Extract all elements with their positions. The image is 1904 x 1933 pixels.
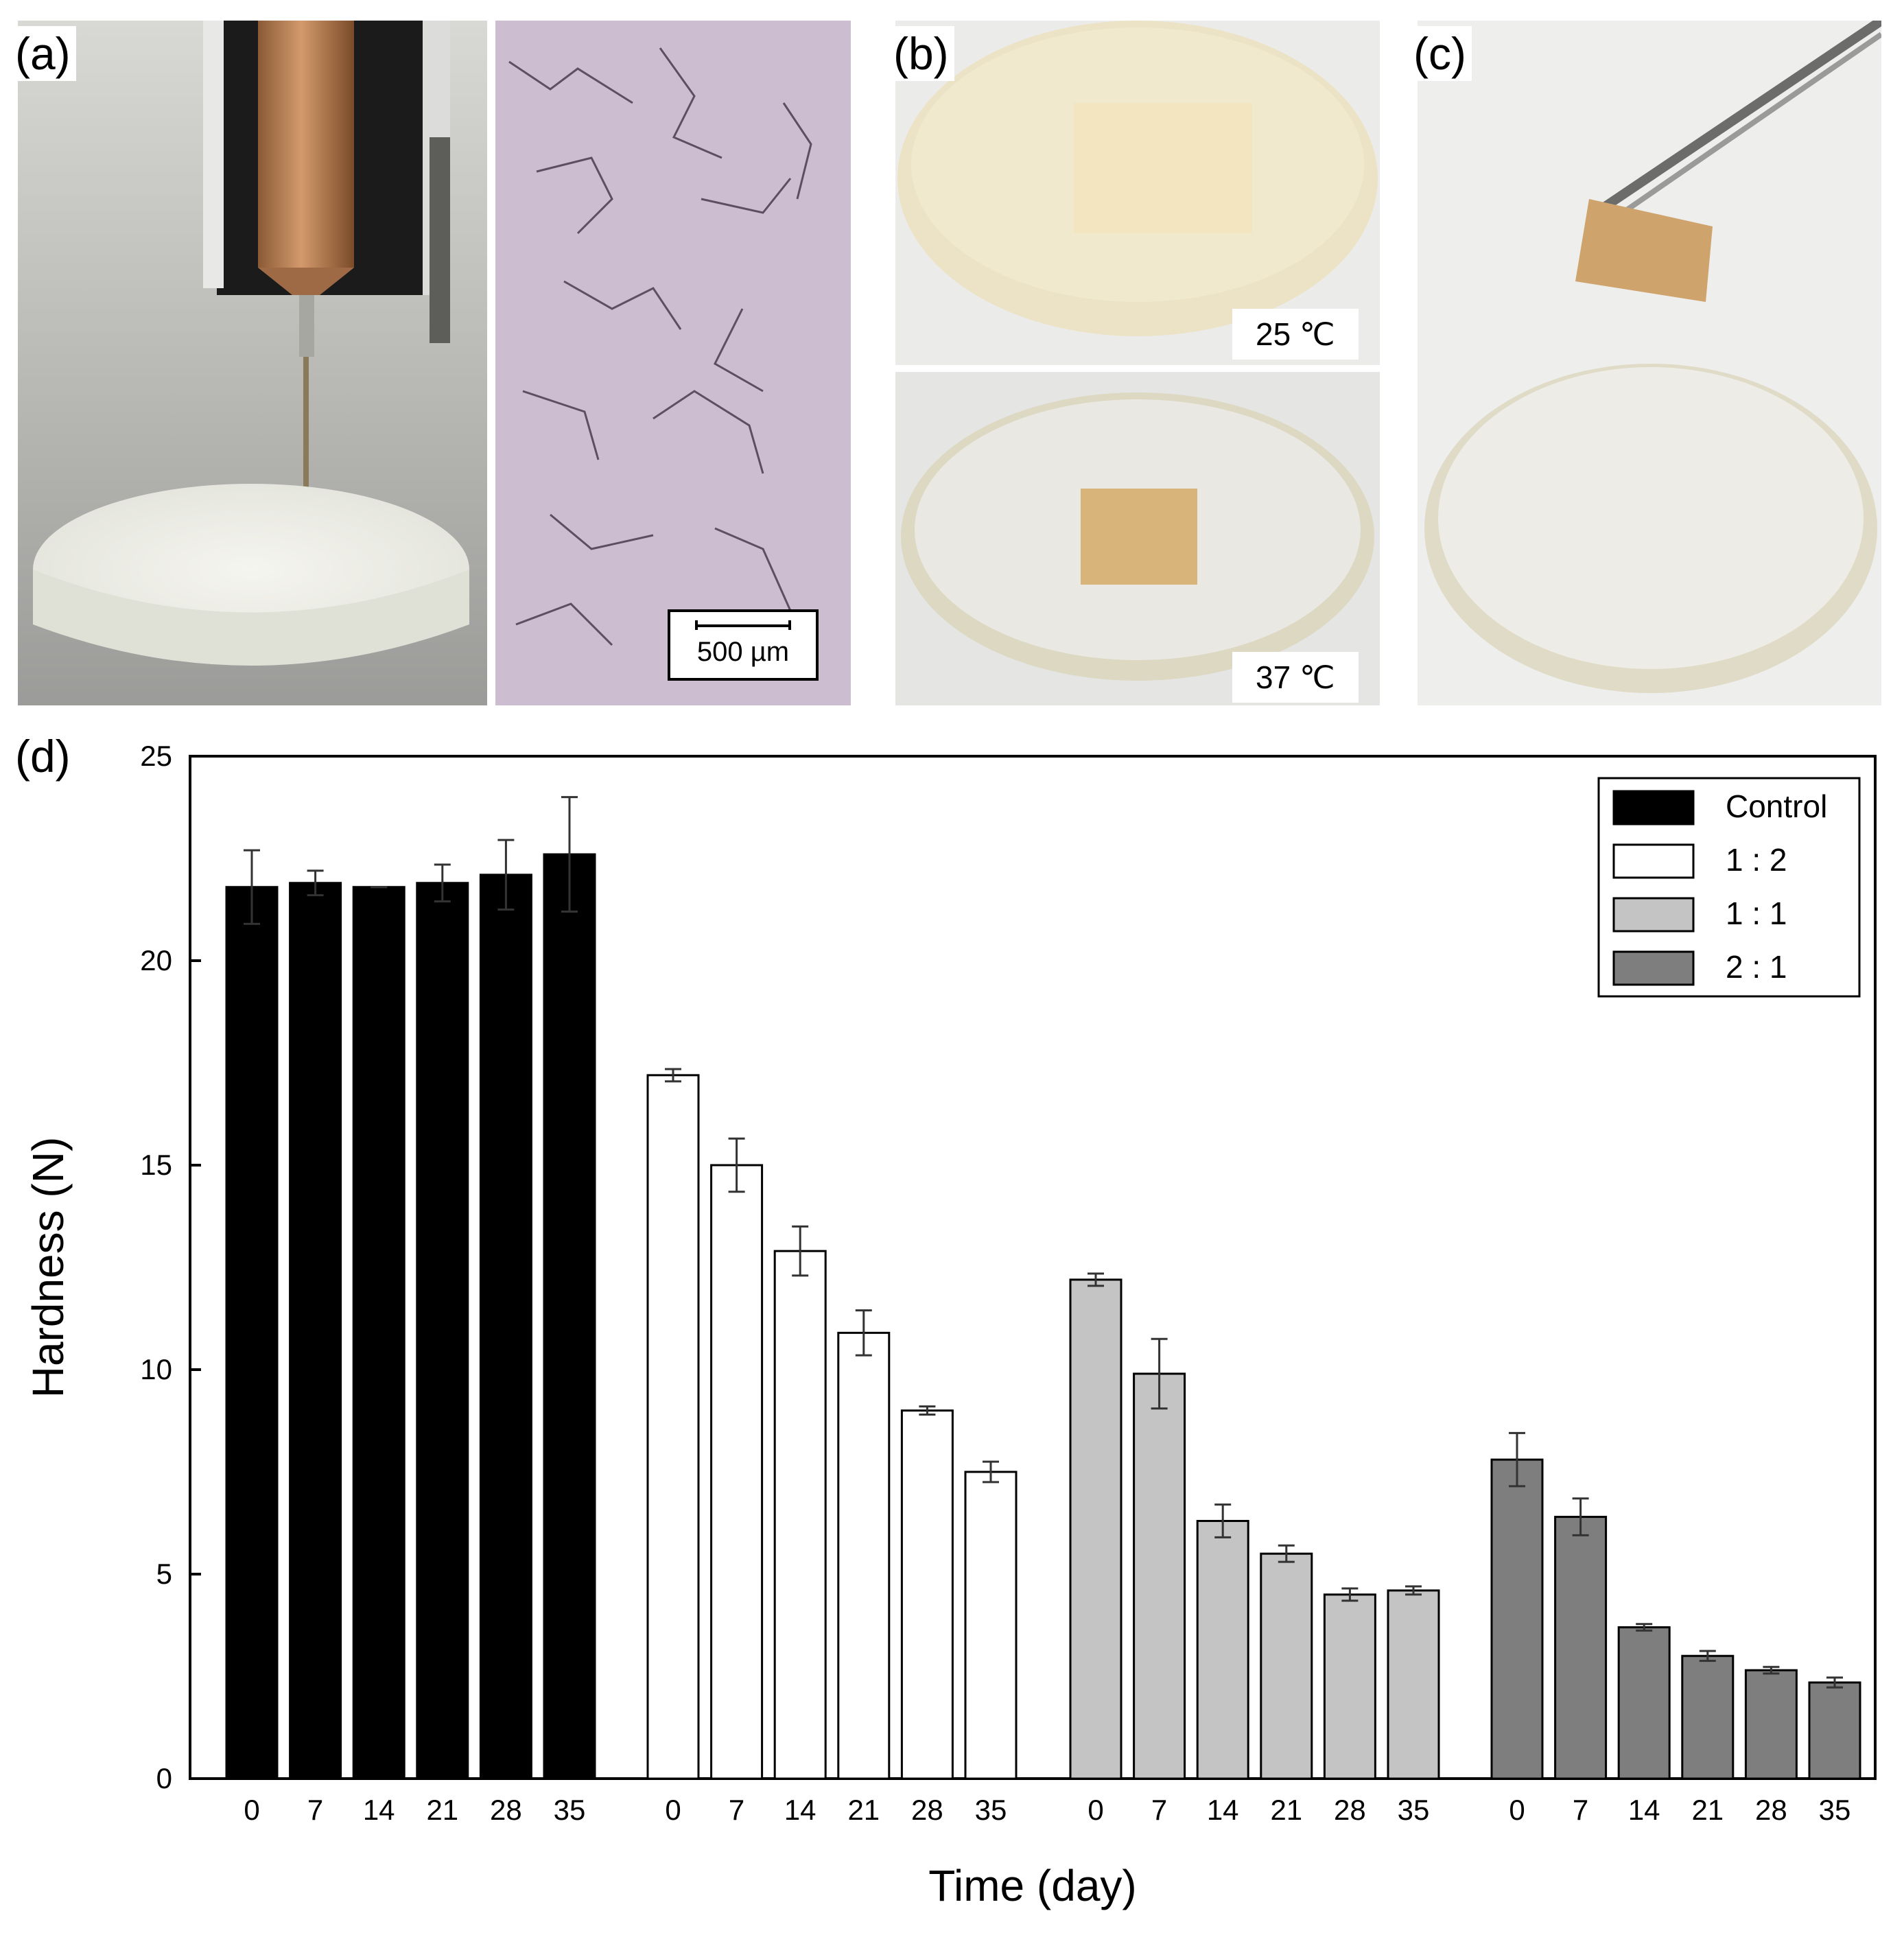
legend-swatch [1612,950,1695,986]
bar [352,886,406,1780]
scale-bar-box: 500 µm [668,609,819,681]
x-axis-title: Time (day) [928,1861,1136,1910]
x-tick-label: 28 [490,1794,522,1826]
x-tick-label: 35 [1398,1794,1430,1826]
plot-frame [189,755,1877,1780]
x-tick-label: 7 [1151,1794,1167,1826]
panel-label-c: (c) [1408,26,1472,81]
y-tick-label: 15 [140,1149,172,1181]
x-tick-label: 14 [1628,1794,1660,1826]
bar [964,1471,1018,1780]
bar [1744,1669,1798,1780]
bar [837,1331,891,1780]
legend-label: 2 : 1 [1726,949,1787,985]
x-tick-label: 21 [1691,1794,1724,1826]
y-tick-label: 5 [156,1558,172,1590]
y-tick-label: 25 [140,740,172,772]
panel-label-b: (b) [888,26,954,81]
scale-bar-tick-left [695,620,698,630]
x-tick-label: 7 [307,1794,323,1826]
bar [416,882,469,1780]
bar [1617,1626,1671,1780]
bar [1808,1681,1861,1780]
y-tick-label: 0 [156,1762,172,1794]
scale-bar-label: 500 µm [696,637,790,667]
temp-label-25c: 25 ℃ [1232,309,1359,360]
bar [1490,1458,1544,1780]
x-tick-label: 35 [975,1794,1007,1826]
x-tick-label: 14 [784,1794,816,1826]
panel-label-a: (a) [10,26,76,81]
x-tick-label: 14 [1207,1794,1239,1826]
x-tick-label: 7 [729,1794,744,1826]
y-tick-label: 10 [140,1353,172,1385]
bar [1196,1520,1249,1780]
panel-label-d: (d) [10,729,76,784]
micrograph-texture [495,21,851,705]
gel-dish-37c [895,372,1380,705]
x-tick-label: 35 [554,1794,586,1826]
x-tick-label: 35 [1819,1794,1851,1826]
chart-labels: 0 5 10 15 20 25 0 7 14 21 28 35 0 7 14 21 28 35 0 7 14 21 28 35… [23,740,1850,1910]
x-tick-label: 14 [363,1794,395,1826]
temp-label-37c: 37 ℃ [1232,652,1359,703]
bar [1069,1278,1123,1780]
bar [773,1250,827,1780]
x-tick-label: 7 [1573,1794,1588,1826]
x-tick-label: 21 [1270,1794,1302,1826]
y-axis-title: Hardness (N) [23,1137,73,1398]
panel-b-photo-25c [895,21,1380,365]
y-tick-label: 20 [140,944,172,976]
x-tick-label: 28 [1755,1794,1787,1826]
x-tick-label: 28 [911,1794,943,1826]
bar [710,1164,764,1780]
x-tick-label: 28 [1334,1794,1366,1826]
bar [646,1074,700,1780]
bar [1323,1593,1376,1780]
bar [900,1409,954,1780]
printer-illustration [18,21,487,705]
scaffold-lift [1418,21,1881,705]
panel-a-printer-photo [18,21,487,705]
x-tick-label: 21 [426,1794,458,1826]
legend-label: 1 : 1 [1726,895,1787,931]
bar [1260,1552,1313,1780]
panel-b-photo-37c [895,372,1380,705]
legend-swatch [1612,790,1695,825]
x-tick-label: 0 [244,1794,259,1826]
bar [225,886,279,1780]
bar [1681,1654,1735,1780]
chart-legend: Control 1 : 2 1 : 1 2 : 1 [1597,777,1861,998]
x-tick-label: 21 [847,1794,880,1826]
x-tick-label: 0 [1509,1794,1525,1826]
legend-label: Control [1726,788,1827,824]
bar [1387,1589,1440,1780]
legend-swatch [1612,843,1695,879]
panel-a-micrograph [495,21,851,705]
bar [1133,1372,1186,1780]
bar [1554,1516,1608,1780]
legend-swatch [1612,897,1695,933]
chart-bars [225,796,1861,1780]
bar [289,882,342,1780]
panel-c-photo [1418,21,1881,705]
bar [543,853,596,1780]
legend-label: 1 : 2 [1726,842,1787,878]
x-tick-label: 0 [1088,1794,1103,1826]
scale-bar-line [695,624,791,627]
scale-bar-tick-right [788,620,791,630]
x-tick-label: 0 [665,1794,681,1826]
bar [479,874,532,1780]
gel-dish-25c [895,21,1380,365]
